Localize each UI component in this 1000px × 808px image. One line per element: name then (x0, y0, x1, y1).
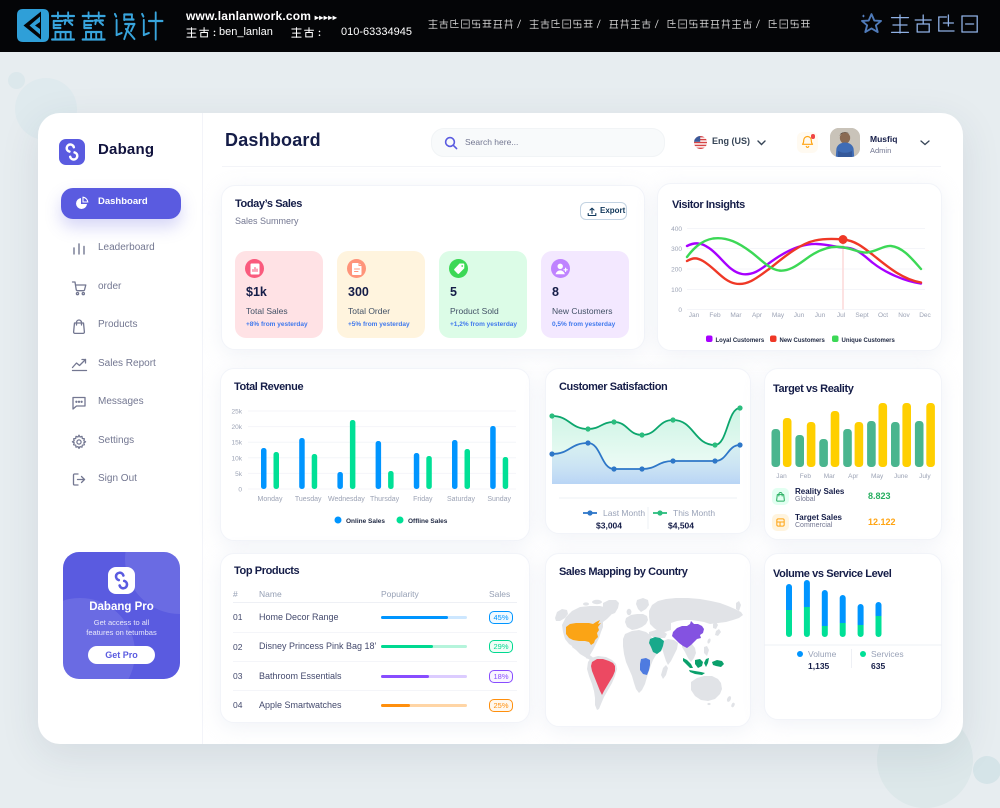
svg-text:Nov: Nov (898, 312, 910, 319)
svg-text:$4,504: $4,504 (668, 521, 694, 531)
svg-text:Feb: Feb (800, 473, 812, 480)
svg-text:✦: ✦ (861, 13, 866, 20)
svg-text:Apr: Apr (752, 312, 763, 319)
svg-text:Loyal Customers: Loyal Customers (716, 338, 765, 344)
svg-text:0: 0 (678, 307, 682, 314)
svg-text:Jun: Jun (794, 312, 805, 319)
svg-text:Sunday: Sunday (487, 496, 511, 503)
svg-text:June: June (894, 473, 908, 480)
svg-text:Jul: Jul (837, 312, 846, 319)
svg-text:Feb: Feb (709, 312, 721, 319)
svg-text:20k: 20k (232, 424, 243, 431)
svg-text:Mar: Mar (730, 312, 742, 319)
svg-text:Saturday: Saturday (447, 496, 476, 503)
svg-text:Thursday: Thursday (370, 496, 400, 503)
svg-text:Friday: Friday (413, 496, 433, 503)
svg-text:This Month: This Month (673, 508, 715, 518)
svg-text:Dec: Dec (919, 312, 931, 319)
svg-text:Wednesday: Wednesday (328, 496, 365, 503)
svg-text:July: July (919, 473, 931, 480)
svg-text:May: May (772, 312, 785, 319)
svg-text:0: 0 (238, 487, 242, 494)
svg-text:Tuesday: Tuesday (295, 496, 322, 503)
svg-text:300: 300 (671, 246, 682, 253)
svg-text:Online Sales: Online Sales (346, 518, 385, 525)
svg-text:New Customers: New Customers (780, 338, 826, 344)
svg-text:$3,004: $3,004 (596, 521, 622, 531)
svg-text:Jun: Jun (815, 312, 826, 319)
svg-text:400: 400 (671, 226, 682, 233)
svg-text:Oct: Oct (878, 312, 888, 319)
svg-text:Apr: Apr (848, 473, 859, 480)
svg-text:Offline Sales: Offline Sales (408, 518, 448, 525)
svg-text:Mar: Mar (824, 473, 836, 480)
svg-text:15k: 15k (232, 440, 243, 447)
svg-text:Monday: Monday (258, 496, 283, 503)
svg-text:Unique Customers: Unique Customers (842, 338, 896, 344)
svg-text:May: May (871, 473, 884, 480)
svg-text:Jan: Jan (776, 473, 787, 480)
svg-text:Sept: Sept (855, 312, 869, 319)
svg-text:200: 200 (671, 267, 682, 274)
svg-text:Jan: Jan (689, 312, 700, 319)
svg-text:25k: 25k (232, 409, 243, 416)
svg-text:10k: 10k (232, 455, 243, 462)
svg-text:Last Month: Last Month (603, 508, 645, 518)
svg-text:5k: 5k (235, 471, 243, 478)
svg-text:100: 100 (671, 287, 682, 294)
